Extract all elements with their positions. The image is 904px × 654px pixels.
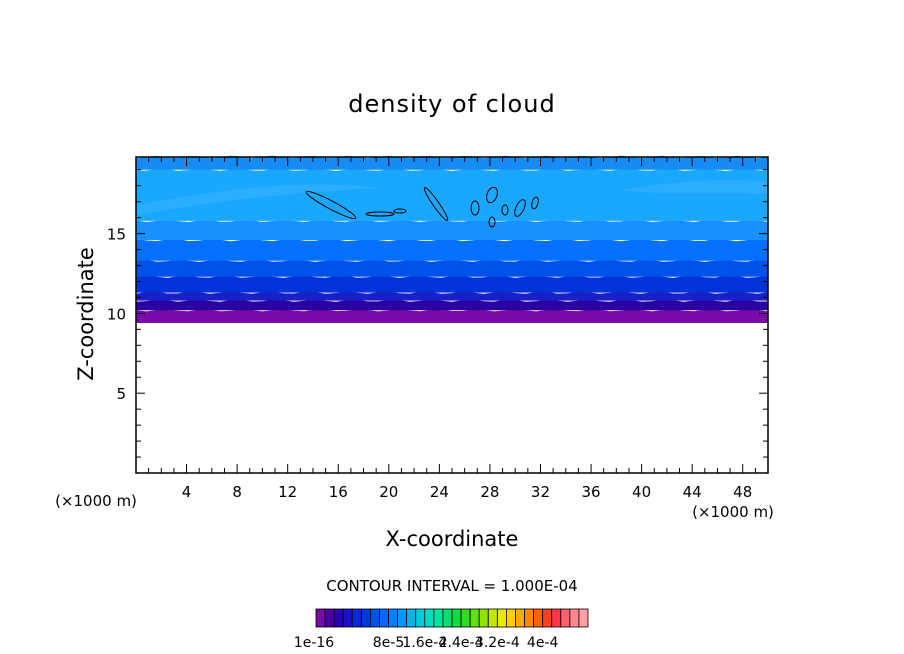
density-layer: [136, 291, 768, 301]
x-tick-label: 4: [182, 483, 192, 501]
colorbar-label: 1e-16: [294, 635, 334, 651]
density-layer: [136, 275, 768, 293]
contour-line: [488, 216, 496, 228]
contour-lines: [305, 186, 539, 228]
colorbar-swatch: [406, 608, 417, 628]
colorbar-swatch: [397, 608, 408, 628]
x-tick-label: 28: [480, 483, 499, 501]
colorbar-swatch: [487, 608, 498, 628]
contour-interval-label: CONTOUR INTERVAL = 1.000E-04: [326, 577, 577, 595]
colorbar-swatch: [342, 608, 353, 628]
density-layer: [136, 309, 768, 323]
x-unit-label-left: (×1000 m): [55, 492, 137, 510]
colorbar-swatch: [315, 608, 326, 628]
upper-streak: [136, 184, 380, 215]
colorbar-swatch: [533, 608, 544, 628]
colorbar-swatch: [460, 608, 471, 628]
chart-title: density of cloud: [348, 90, 555, 118]
clear-air-region: [136, 326, 768, 473]
x-tick-label: 36: [581, 483, 600, 501]
y-tick-label: 5: [116, 385, 126, 403]
density-layer: [136, 238, 768, 261]
contour-line: [365, 211, 395, 217]
colorbar-swatch: [569, 608, 580, 628]
contour-line: [423, 187, 449, 221]
contour-line: [514, 199, 526, 217]
x-tick-label: 44: [683, 483, 702, 501]
colorbar-swatch: [379, 608, 389, 628]
x-axis-label: X-coordinate: [386, 527, 519, 551]
colorbar-swatch: [560, 608, 571, 628]
colorbar-label: 2.4e-4: [439, 635, 484, 651]
contour-line: [393, 208, 407, 214]
density-layer: [136, 168, 768, 221]
colorbar-swatch: [478, 608, 489, 628]
colorbar-swatch: [515, 608, 525, 628]
y-tick-label: 15: [107, 226, 126, 244]
colorbar-swatch: [451, 608, 462, 628]
colorbar-swatch: [415, 608, 426, 628]
contour-line: [486, 186, 498, 204]
colorbar-label: 4e-4: [527, 635, 559, 651]
colorbar-swatch: [433, 608, 444, 628]
density-layer: [136, 259, 768, 277]
density-layer: [136, 219, 768, 240]
colorbar: 1e-16 8e-51.6e-42.4e-43.2e-4 4e-4: [294, 608, 589, 651]
colorbar-swatch: [542, 608, 553, 628]
colorbar-swatch: [424, 608, 435, 628]
x-tick-label: 8: [232, 483, 242, 501]
colorbar-label: 3.2e-4: [475, 635, 520, 651]
x-tick-label: 12: [278, 483, 297, 501]
colorbar-swatch: [360, 608, 371, 628]
colorbar-swatch: [505, 608, 516, 628]
contour-line: [305, 190, 357, 220]
colorbar-label: 1.6e-4: [402, 635, 447, 651]
colorbar-swatch: [351, 608, 362, 628]
x-tick-label: 32: [531, 483, 550, 501]
x-tick-label: 48: [733, 483, 752, 501]
x-tick-label: 20: [379, 483, 398, 501]
colorbar-swatch: [388, 608, 398, 628]
colorbar-label: 8e-5: [373, 635, 404, 651]
x-tick-label: 24: [430, 483, 449, 501]
contour-line: [501, 204, 509, 216]
contour-line: [531, 196, 539, 210]
density-layer: [136, 299, 768, 311]
upper-streak: [620, 180, 768, 194]
colorbar-swatch: [333, 608, 344, 628]
colorbar-swatch: [578, 608, 589, 628]
x-unit-label-right: (×1000 m): [692, 503, 774, 521]
colorbar-swatch: [369, 608, 380, 628]
y-axis-label: Z-coordinate: [74, 247, 98, 381]
y-tick-label: 10: [107, 305, 126, 323]
colorbar-swatch: [524, 608, 534, 628]
colorbar-swatch: [442, 608, 453, 628]
colorbar-swatch: [324, 608, 335, 628]
x-tick-label: 40: [632, 483, 651, 501]
colorbar-swatch: [496, 608, 507, 628]
density-layer: [136, 155, 768, 170]
contour-line: [470, 200, 480, 216]
colorbar-swatch: [551, 608, 562, 628]
plot-area: [136, 155, 768, 473]
x-tick-label: 16: [329, 483, 348, 501]
colorbar-swatch: [469, 608, 480, 628]
